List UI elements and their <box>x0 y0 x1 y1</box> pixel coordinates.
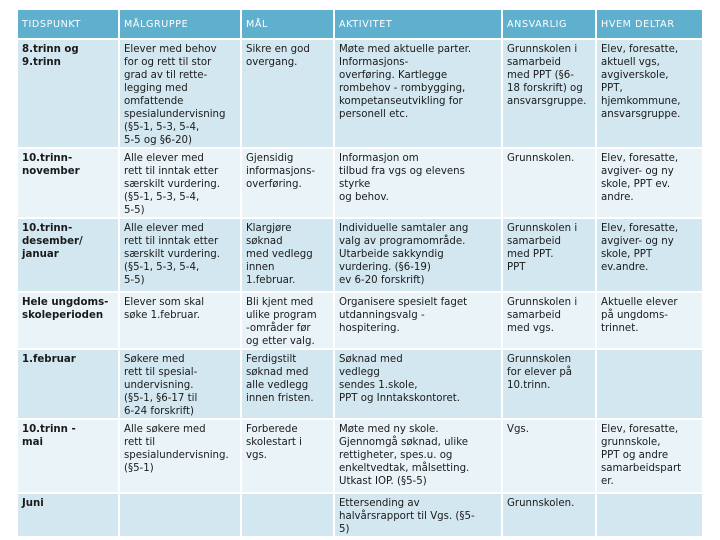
table-row: 10.trinn- november Alle elever med rett … <box>18 148 702 219</box>
cell-malgruppe <box>118 493 241 538</box>
cell-malgruppe: Alle elever med rett til inntak etter sæ… <box>118 218 241 293</box>
cell-ansvarlig: Grunnskolen. <box>501 493 596 538</box>
cell-ansvarlig: Grunnskolen. <box>501 148 596 219</box>
cell-malgruppe: Alle søkere med rett til spesialundervis… <box>118 419 241 494</box>
cell-hvem-deltar: Elev, foresatte, grunnskole, PPT og andr… <box>595 419 702 494</box>
cell-mal: Sikre en god overgang. <box>240 39 334 149</box>
header-row: TIDSPUNKT MÅLGRUPPE MÅL AKTIVITET ANSVAR… <box>18 10 702 40</box>
cell-malgruppe: Søkere med rett til spesial- undervisnin… <box>118 349 241 420</box>
cell-hvem-deltar: Elev, foresatte, aktuell vgs, avgiversko… <box>595 39 702 149</box>
header-aktivitet: AKTIVITET <box>333 10 502 40</box>
cell-mal: Bli kjent med ulike program -områder før… <box>240 292 334 350</box>
cell-tidspunkt: 1.februar <box>18 349 119 420</box>
table-row: 10.trinn- desember/ januar Alle elever m… <box>18 218 702 293</box>
header-ansvarlig: ANSVARLIG <box>501 10 596 40</box>
cell-aktivitet: Informasjon om tilbud fra vgs og elevens… <box>333 148 502 219</box>
cell-tidspunkt: 10.trinn- desember/ januar <box>18 218 119 293</box>
cell-hvem-deltar: Aktuelle elever på ungdoms- trinnet. <box>595 292 702 350</box>
table-row: 1.februar Søkere med rett til spesial- u… <box>18 349 702 420</box>
cell-mal: Klargjøre søknad med vedlegg innen 1.feb… <box>240 218 334 293</box>
cell-tidspunkt: 8.trinn og 9.trinn <box>18 39 119 149</box>
cell-aktivitet: Møte med aktuelle parter. Informasjons- … <box>333 39 502 149</box>
header-tidspunkt: TIDSPUNKT <box>18 10 119 40</box>
cell-mal: Ferdigstilt søknad med alle vedlegg inne… <box>240 349 334 420</box>
cell-hvem-deltar <box>595 493 702 538</box>
cell-aktivitet: Møte med ny skole. Gjennomgå søknad, uli… <box>333 419 502 494</box>
cell-ansvarlig: Grunnskolen i samarbeid med PPT. PPT <box>501 218 596 293</box>
cell-ansvarlig: Grunnskolen i samarbeid med vgs. <box>501 292 596 350</box>
cell-aktivitet: Organisere spesielt faget utdanningsvalg… <box>333 292 502 350</box>
table-row: Juni Ettersending av halvårsrapport til … <box>18 493 702 538</box>
cell-tidspunkt: 10.trinn - mai <box>18 419 119 494</box>
transition-plan-table: TIDSPUNKT MÅLGRUPPE MÅL AKTIVITET ANSVAR… <box>18 10 702 538</box>
cell-mal: Forberede skolestart i vgs. <box>240 419 334 494</box>
header-malgruppe: MÅLGRUPPE <box>118 10 241 40</box>
table-row: 10.trinn - mai Alle søkere med rett til … <box>18 419 702 494</box>
cell-ansvarlig: Grunnskolen i samarbeid med PPT (§6- 18 … <box>501 39 596 149</box>
cell-malgruppe: Elever med behov for og rett til stor gr… <box>118 39 241 149</box>
table-row: Hele ungdoms- skoleperioden Elever som s… <box>18 292 702 350</box>
cell-aktivitet: Søknad med vedlegg sendes 1.skole, PPT o… <box>333 349 502 420</box>
cell-malgruppe: Alle elever med rett til inntak etter sæ… <box>118 148 241 219</box>
cell-mal <box>240 493 334 538</box>
cell-ansvarlig: Vgs. <box>501 419 596 494</box>
cell-malgruppe: Elever som skal søke 1.februar. <box>118 292 241 350</box>
cell-hvem-deltar: Elev, foresatte, avgiver- og ny skole, P… <box>595 218 702 293</box>
header-mal: MÅL <box>240 10 334 40</box>
cell-ansvarlig: Grunnskolen for elever på 10.trinn. <box>501 349 596 420</box>
cell-tidspunkt: 10.trinn- november <box>18 148 119 219</box>
cell-tidspunkt: Juni <box>18 493 119 538</box>
cell-aktivitet: Ettersending av halvårsrapport til Vgs. … <box>333 493 502 538</box>
cell-hvem-deltar: Elev, foresatte, avgiver- og ny skole, P… <box>595 148 702 219</box>
cell-tidspunkt: Hele ungdoms- skoleperioden <box>18 292 119 350</box>
cell-hvem-deltar <box>595 349 702 420</box>
cell-aktivitet: Individuelle samtaler ang valg av progra… <box>333 218 502 293</box>
header-hvem-deltar: HVEM DELTAR <box>595 10 702 40</box>
cell-mal: Gjensidig informasjons- overføring. <box>240 148 334 219</box>
table-row: 8.trinn og 9.trinn Elever med behov for … <box>18 39 702 149</box>
